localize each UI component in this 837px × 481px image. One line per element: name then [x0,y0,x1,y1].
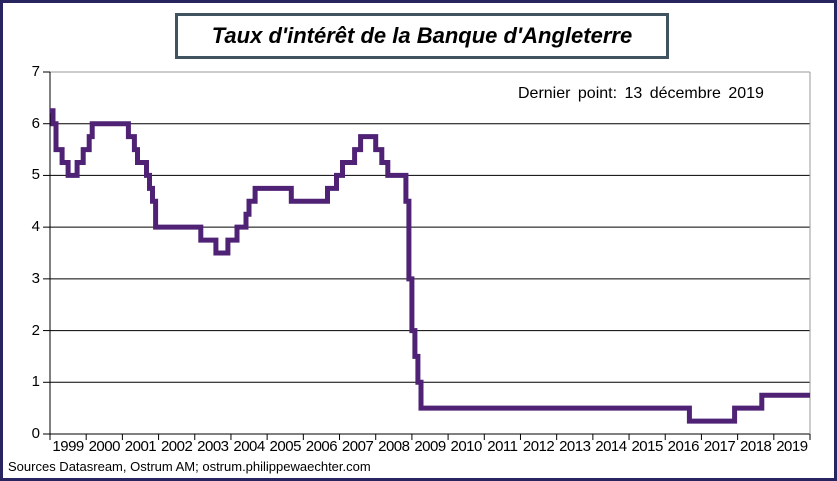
x-tick-label-2018: 2018 [740,438,772,455]
title-box: Taux d'intérêt de la Banque d'Angleterre [175,13,669,59]
x-tick-label-2010: 2010 [450,438,483,455]
x-tick-label-2001: 2001 [124,438,157,455]
rate-step-line [50,108,810,424]
y-tick-label-3: 3 [31,269,40,287]
y-tick-label-6: 6 [31,114,40,132]
x-tick-label-2000: 2000 [88,438,121,455]
chart-title: Taux d'intérêt de la Banque d'Angleterre [211,23,633,48]
x-tick-label-2003: 2003 [197,438,229,455]
plot-area [43,71,811,440]
x-tick-label-2014: 2014 [595,438,627,455]
source-note: Sources Datasream, Ostrum AM; ostrum.phi… [8,459,371,474]
y-tick-label-0: 0 [31,425,40,442]
x-tick-label-2004: 2004 [233,438,265,455]
x-tick-label-1999: 1999 [52,438,84,455]
x-tick-label-2009: 2009 [414,438,446,455]
x-tick-label-2019: 2019 [776,438,808,455]
last-point-annotation: Dernier point: 13 décembre 2019 [518,85,764,102]
y-tick-label-2: 2 [31,321,40,339]
x-tick-label-2002: 2002 [160,438,193,455]
x-tick-label-2013: 2013 [559,438,591,455]
x-tick-label-2005: 2005 [269,438,302,455]
x-tick-label-2012: 2012 [522,438,555,455]
y-tick-label-5: 5 [31,166,40,184]
x-tick-label-2008: 2008 [378,438,410,455]
x-tick-label-2016: 2016 [667,438,700,455]
x-tick-label-2017: 2017 [703,438,736,455]
x-tick-label-2006: 2006 [305,438,338,455]
y-tick-label-7: 7 [31,63,40,80]
plot-svg [43,71,811,440]
y-tick-label-1: 1 [31,373,40,391]
y-tick-label-4: 4 [31,218,40,236]
x-tick-label-2007: 2007 [341,438,374,455]
x-tick-label-2011: 2011 [487,438,518,455]
x-tick-label-2015: 2015 [631,438,663,455]
